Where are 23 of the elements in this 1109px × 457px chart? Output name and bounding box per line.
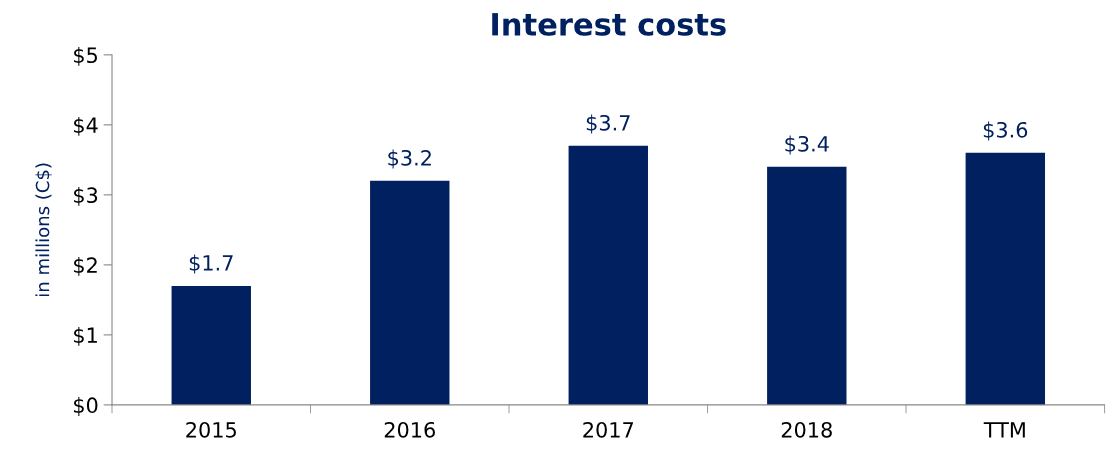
data-label: $3.2 — [388, 149, 431, 169]
y-tick-label: $0 — [74, 396, 98, 416]
x-tick-label: 2018 — [781, 421, 832, 438]
data-label: $3.7 — [586, 114, 630, 134]
y-tick-label: $1 — [74, 326, 97, 346]
chart-title: Interest costs — [492, 13, 726, 36]
x-tick-label: TTM — [983, 422, 1025, 438]
bar — [965, 152, 1046, 405]
bar — [767, 166, 847, 405]
data-label: $3.4 — [785, 135, 829, 155]
x-tick-label: 2017 — [583, 421, 634, 438]
bar — [171, 285, 251, 405]
data-label: $3.6 — [983, 121, 1028, 141]
y-axis-title: in millions (C$) — [35, 163, 52, 296]
y-tick-label: $3 — [74, 186, 98, 206]
x-tick-label: 2015 — [186, 421, 236, 438]
bar — [568, 145, 648, 405]
y-tick-label: $4 — [74, 116, 98, 136]
data-label: $1.7 — [189, 254, 233, 274]
y-tick-label: $5 — [74, 46, 97, 66]
bar — [370, 180, 450, 405]
y-tick-label: $2 — [74, 256, 97, 276]
x-tick-label: 2016 — [384, 421, 435, 438]
